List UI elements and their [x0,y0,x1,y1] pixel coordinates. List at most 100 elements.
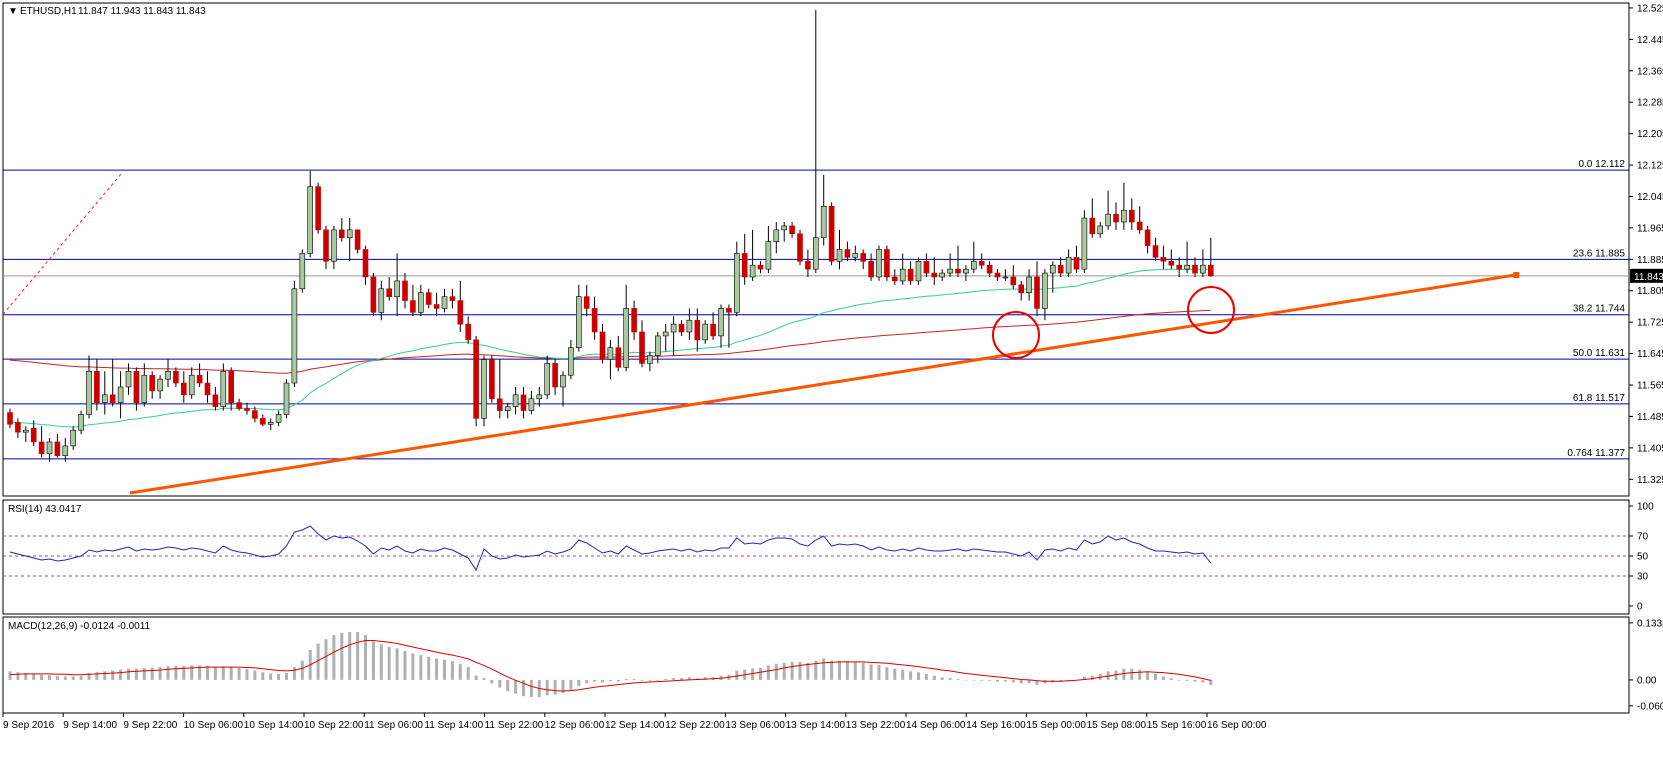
macd-histogram-bar [253,670,257,680]
macd-histogram-bar [48,675,51,680]
macd-histogram-bar [885,667,889,680]
bullish-candle [512,394,519,407]
bullish-candle [781,225,788,231]
price-tick-label: 11.645 [1637,349,1663,360]
macd-histogram-bar [182,665,186,680]
fib-level-label: 61.8 11.517 [1573,393,1626,404]
macd-histogram-bar [1177,679,1181,681]
bullish-candle [346,229,353,239]
macd-signal-line [9,640,1211,692]
bearish-candle [789,225,795,235]
macd-histogram-bar [869,664,873,680]
macd-histogram-bar [356,631,360,680]
time-tick-label: 16 Sep 00:00 [1207,720,1267,731]
bearish-candle [884,249,890,278]
bearish-candle [868,260,874,278]
bullish-candle [1184,264,1190,270]
macd-histogram-bar [332,634,336,680]
bullish-candle [141,374,148,403]
macd-histogram-bar [909,671,913,680]
bullish-candle [307,186,314,254]
bearish-candle [907,268,914,282]
macd-histogram-bar [55,676,59,680]
bullish-candle [773,229,780,242]
macd-histogram-bar [158,667,162,680]
macd-pane: 0.1333 0.00 -0.0605 [8,618,1663,712]
macd-histogram-bar [340,632,344,680]
highlight-circle [992,311,1040,359]
bullish-candle [749,264,756,278]
bearish-candle [228,370,234,403]
bearish-candle [244,408,250,411]
macd-histogram-bar [450,661,454,680]
macd-histogram-bar [1122,668,1126,680]
bullish-candle [117,386,124,403]
macd-histogram-bar [1035,679,1039,686]
macd-histogram-bar [608,679,612,682]
bullish-candle [1050,264,1056,274]
macd-histogram-bar [529,679,533,698]
macd-histogram-bar [427,656,431,680]
bullish-candle [528,398,535,411]
bearish-candle [449,296,456,301]
macd-histogram-bar [624,679,628,680]
bearish-candle [212,394,219,407]
symbol-arrow-icon[interactable]: ▼ [8,6,18,17]
bullish-candle [504,406,511,411]
bearish-candle [54,441,61,457]
macd-histogram-bar [672,678,676,680]
bullish-candle [876,249,882,278]
bearish-candle [1073,257,1080,270]
macd-histogram-bar [111,670,115,680]
bearish-candle [1160,257,1167,262]
macd-histogram-bar [680,678,683,680]
price-tick-label: 12.285 [1637,98,1663,109]
macd-histogram-bar [648,679,652,681]
macd-histogram-bar [387,646,391,680]
macd-histogram-bar [1090,675,1094,680]
macd-histogram-bar [1130,668,1134,680]
bullish-candle [78,414,84,431]
bearish-candle [615,347,622,368]
time-tick-label: 13 Sep 14:00 [786,720,846,731]
macd-histogram-bar [1082,676,1086,680]
bearish-candle [1113,213,1119,223]
bullish-candle [165,370,171,380]
macd-histogram-bar [190,665,194,680]
bullish-candle [607,347,614,360]
bullish-candle [939,272,946,278]
macd-histogram-bar [1146,671,1150,680]
bearish-candle [599,331,606,360]
macd-histogram-bar [814,660,818,680]
bearish-candle [1144,229,1151,246]
macd-histogram-bar [95,672,99,680]
time-tick-label: 11 Sep 22:00 [485,720,544,731]
macd-histogram-bar [364,634,367,680]
price-tick-label: 11.485 [1637,412,1663,423]
macd-histogram-bar [229,666,233,680]
bearish-candle [726,308,732,313]
macd-histogram-bar [506,679,510,692]
macd-histogram-bar [277,673,281,680]
rsi-tick-label: 50 [1637,552,1649,563]
bearish-candle [489,359,495,400]
bullish-candle [568,347,574,376]
price-tick-label: 12.205 [1637,129,1663,140]
macd-histogram-bar [964,679,968,681]
bullish-candle [1200,264,1206,274]
time-tick-label: 13 Sep 06:00 [725,720,785,731]
macd-histogram-bar [403,650,407,680]
price-tick-label: 11.725 [1637,318,1663,329]
macd-tick-label: 0.00 [1637,675,1657,686]
macd-histogram-bar [924,673,928,680]
price-tick-label: 11.565 [1637,381,1663,392]
macd-histogram-bar [774,663,778,680]
bearish-candle [1034,276,1040,309]
symbol-title: ETHUSD,H1 [20,6,77,17]
time-tick-label: 12 Sep 14:00 [605,720,665,731]
bearish-candle [1192,264,1198,274]
macd-histogram-bar [142,667,146,680]
bullish-candle [157,378,163,392]
bearish-candle [149,374,155,392]
